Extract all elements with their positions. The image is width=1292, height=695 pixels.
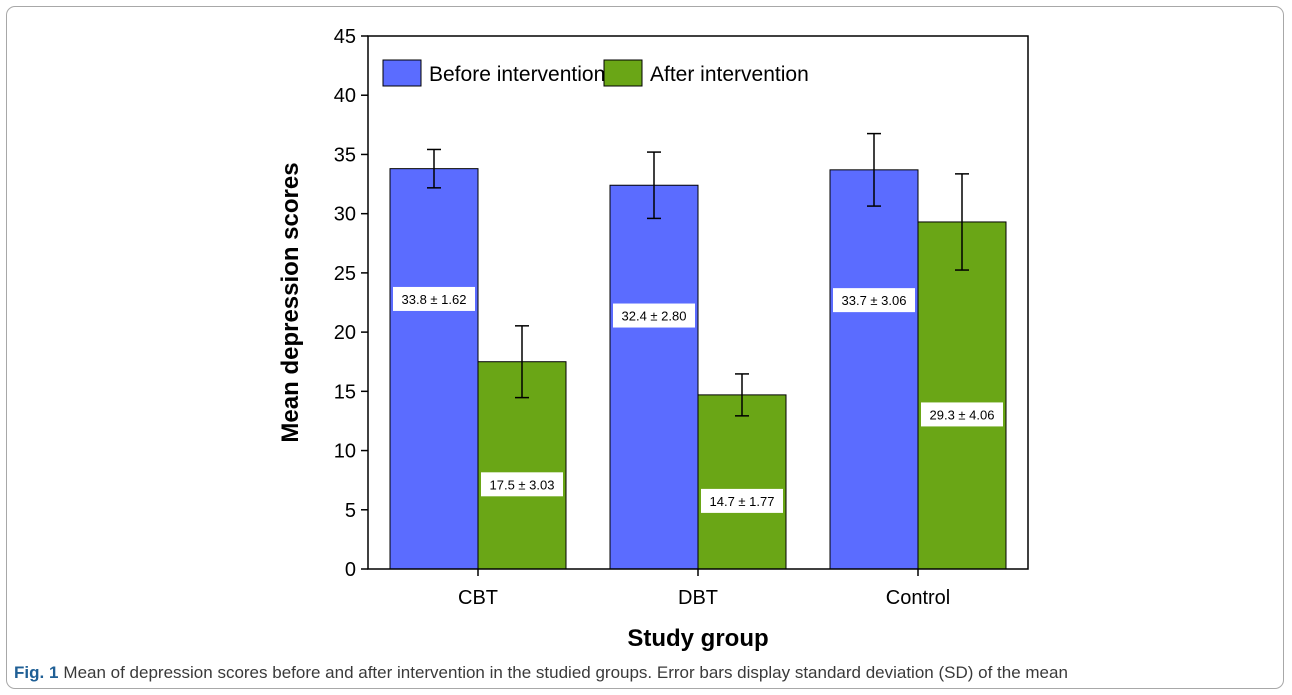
y-tick-label: 15 [334,381,356,403]
y-tick-label: 20 [334,322,356,344]
data-label: 29.3 ± 4.06 [921,402,1003,427]
bar [697,394,787,570]
y-tick-label: 10 [334,441,356,463]
figure-frame [6,6,1284,689]
y-tick-label: 5 [345,500,356,522]
data-label-box [481,472,563,497]
y-tick-label: 40 [334,85,356,107]
bar [917,221,1007,570]
data-label: 32.4 ± 2.80 [613,303,695,328]
bar [609,184,699,570]
y-tick-label: 45 [334,26,356,48]
figure-caption: Fig. 1 Mean of depression scores before a… [14,663,1068,683]
y-tick-label: 25 [334,263,356,285]
legend-swatch [603,59,643,87]
legend-swatch [382,59,422,87]
y-tick-label: 35 [334,144,356,166]
caption-label: Fig. 1 [14,663,59,682]
x-axis-title: Study group [627,625,768,652]
legend-label: After intervention [650,63,809,86]
data-label: 33.7 ± 3.06 [833,288,915,313]
data-label-text: 29.3 ± 4.06 [930,407,995,422]
data-label-text: 17.5 ± 3.03 [490,477,555,492]
x-tick-label: DBT [678,587,718,609]
y-axis-title: Mean depression scores [277,162,304,442]
data-label-text: 14.7 ± 1.77 [710,494,775,509]
data-label: 33.8 ± 1.62 [393,286,475,311]
bar [829,169,919,570]
data-label-text: 33.8 ± 1.62 [402,292,467,307]
data-label-box [393,286,475,311]
data-label-text: 32.4 ± 2.80 [622,309,687,324]
x-tick-label: CBT [458,587,498,609]
data-label-box [701,488,783,513]
data-label: 17.5 ± 3.03 [481,472,563,497]
x-tick-label: Control [886,587,950,609]
data-label: 14.7 ± 1.77 [701,488,783,513]
data-label-text: 33.7 ± 3.06 [842,293,907,308]
data-label-box [613,303,695,328]
bar-chart: 33.8 ± 1.62 17.5 ± 3.03 32.4 ± 2.80 14.7 ± … [277,26,1029,652]
caption-text: Mean of depression scores before and aft… [63,663,1068,682]
data-label-box [921,402,1003,427]
legend-label: Before intervention [429,63,605,86]
data-label-box [833,288,915,313]
bar [389,168,479,570]
y-tick-label: 30 [334,204,356,226]
y-tick-label: 0 [345,559,356,581]
